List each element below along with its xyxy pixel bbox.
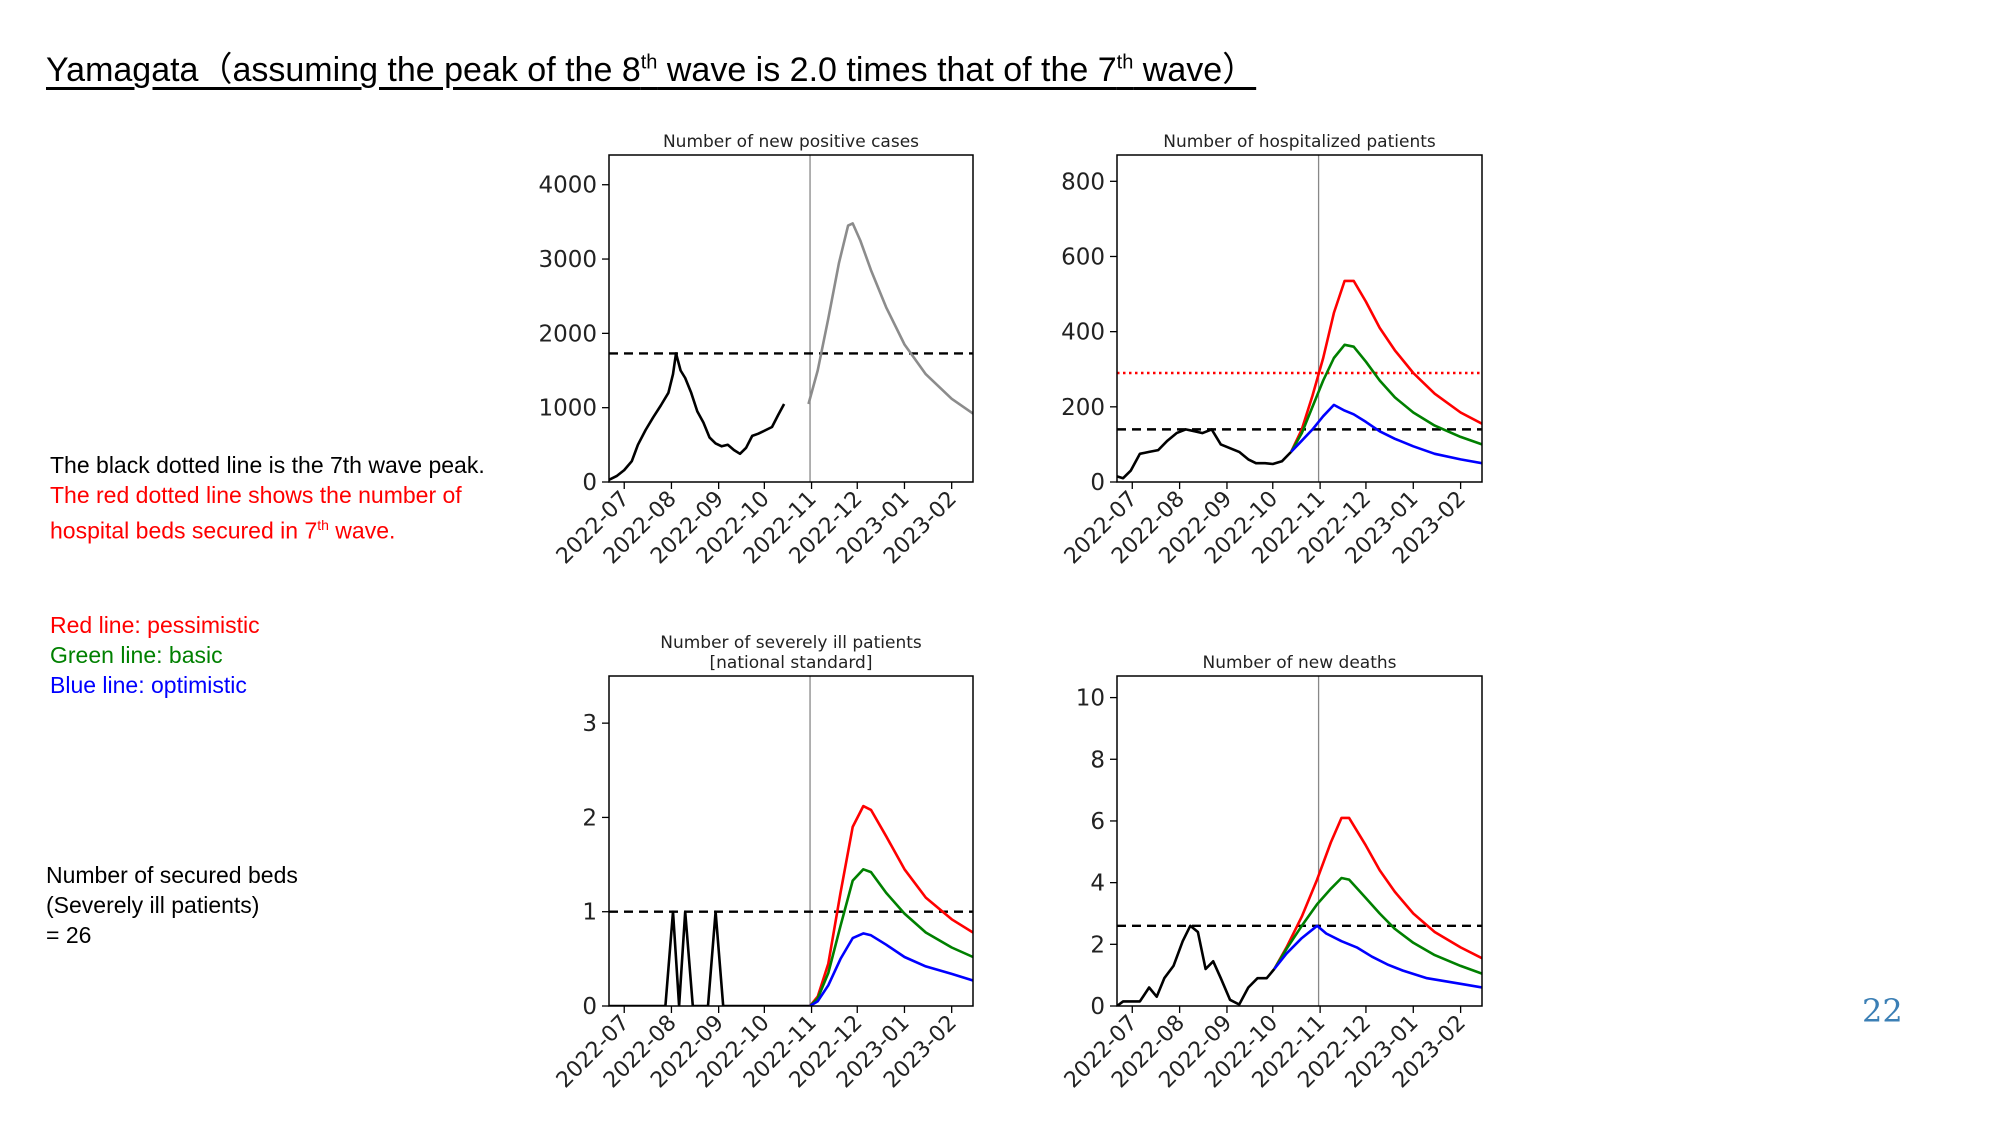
cases-ytick-label: 3000 [538,247,597,273]
deaths-series-optimistic [1273,924,1482,989]
cases-ytick-label: 2000 [538,321,597,347]
hospitalized-series-pessimistic [1289,279,1482,453]
deaths-plot-area [1117,676,1482,1006]
cases-ytick-label: 1000 [538,396,597,422]
cases-ytick-label: 0 [582,470,597,496]
secured-beds-note: Number of secured beds (Severely ill pat… [46,860,298,950]
deaths-ytick-label: 6 [1090,809,1105,835]
hospitalized-ytick-label: 600 [1061,244,1105,270]
severe-series-pessimistic [808,804,973,1006]
hospitalized-ytick-label: 800 [1061,169,1105,195]
cases-title: Number of new positive cases [663,132,919,152]
cases-plot-area [609,155,973,482]
hospitalized-ytick-label: 400 [1061,320,1105,346]
secured-beds-line-1: Number of secured beds [46,862,298,888]
note-red-line-1: The red dotted line shows the number of [50,482,462,508]
cases-ytick-label: 4000 [538,173,597,199]
severe-series-optimistic [809,932,973,1006]
severe-ytick-label: 3 [582,711,597,737]
deaths-ytick-label: 2 [1090,932,1105,958]
legend-pessimistic: Red line: pessimistic [50,612,260,638]
deaths-series-actual [1117,924,1276,1006]
deaths-series-pessimistic [1273,816,1482,970]
deaths-ytick-label: 10 [1076,686,1105,712]
severe-plot-area [609,676,973,1006]
severe-title: Number of severely ill patients [660,633,922,653]
severe-ytick-label: 0 [582,994,597,1020]
scenario-legend: Red line: pessimistic Green line: basic … [50,610,260,700]
deaths-chart: Number of new deaths02468102022-072022-0… [1060,653,1483,1093]
hospitalized-ytick-label: 0 [1090,470,1105,496]
hospitalized-chart: Number of hospitalized patients 0 200 400 60… [1060,132,1483,569]
severe-title-2: [national standard] [710,653,873,673]
deaths-title: Number of new deaths [1203,653,1397,673]
hospitalized-ytick-label: 200 [1061,395,1105,421]
hospitalized-series-basic [1289,343,1482,453]
hospitalized-series-optimistic [1290,403,1482,465]
deaths-axes-frame [1116,675,1483,1007]
severe-series-actual [609,910,810,1006]
deaths-ytick-label: 8 [1090,747,1105,773]
severe-axes-frame [608,675,974,1007]
severe-ytick-label: 2 [582,805,597,831]
hospitalized-plot-area [1117,155,1482,482]
note-red-line-2: hospital beds secured in 7th wave. [50,517,396,544]
cases-series-actual [609,352,786,481]
deaths-series-basic [1273,876,1482,975]
severe-chart: Number of severely ill patients[national… [552,633,974,1093]
cases-chart: Number of new positive cases 0 1000 2000 300… [538,132,974,569]
page-number: 22 [1862,992,1903,1030]
cases-axes-frame [608,154,974,483]
dotted-line-explanation: The black dotted line is the 7th wave pe… [50,450,485,546]
deaths-ytick-label: 4 [1090,871,1105,897]
legend-basic: Green line: basic [50,642,223,668]
deaths-ytick-label: 0 [1090,994,1105,1020]
severe-series-basic [809,867,973,1006]
hospitalized-title: Number of hospitalized patients [1163,132,1436,152]
severe-ytick-label: 1 [582,900,597,926]
legend-optimistic: Blue line: optimistic [50,672,247,698]
note-black-line: The black dotted line is the 7th wave pe… [50,452,485,478]
slide-title: Yamagata（assuming the peak of the 8th wa… [46,51,1257,89]
hospitalized-axes-frame [1116,154,1483,483]
secured-beds-line-2: (Severely ill patients) [46,892,260,918]
hospitalized-series-actual [1117,428,1293,480]
cases-series-projection [807,222,973,415]
secured-beds-value: = 26 [46,922,92,948]
